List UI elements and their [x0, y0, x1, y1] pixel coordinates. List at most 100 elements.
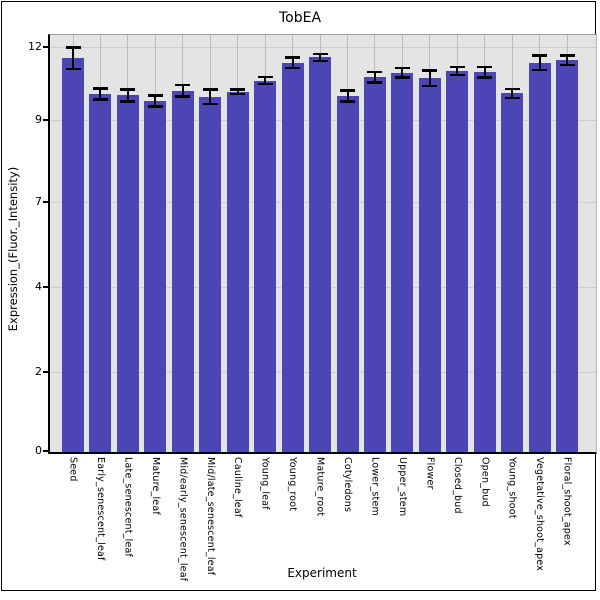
error-bar-whisker: [511, 88, 514, 99]
error-bar-whisker: [99, 88, 102, 100]
error-bar-cap-top: [120, 88, 136, 91]
bar: [226, 91, 249, 452]
error-bar-cap-bottom: [394, 76, 410, 79]
error-bar-cap-top: [422, 69, 438, 72]
error-bar-whisker: [181, 84, 184, 97]
y-tick-label: 9: [35, 113, 42, 126]
horizontal-gridline: [50, 47, 596, 48]
error-bar-cap-bottom: [120, 100, 136, 103]
error-bar-cap-top: [92, 87, 108, 90]
error-bar-cap-top: [230, 88, 246, 91]
error-bar-whisker: [566, 55, 569, 66]
error-bar-cap-bottom: [92, 98, 108, 101]
error-bar-cap-top: [340, 89, 355, 92]
x-tick-label: Open_bud: [479, 457, 491, 507]
error-bar-cap-top: [394, 66, 410, 70]
error-bar-cap-top: [449, 65, 465, 69]
error-bar-cap-bottom: [340, 100, 355, 103]
error-bar-cap-top: [477, 65, 493, 69]
error-bar-whisker: [401, 67, 404, 78]
error-bar-cap-bottom: [65, 67, 81, 71]
error-bar-whisker: [236, 89, 239, 95]
error-bar-cap-top: [559, 54, 575, 57]
bar: [89, 94, 112, 452]
y-tick-mark: [43, 450, 49, 452]
error-bar-cap-bottom: [257, 82, 273, 86]
error-bar-whisker: [346, 90, 349, 102]
bar: [556, 60, 579, 452]
error-bar-whisker: [264, 76, 267, 85]
error-bar-cap-top: [257, 75, 273, 79]
error-bar-cap-top: [532, 54, 548, 57]
x-tick-label: Late_senescent_leaf: [122, 457, 134, 558]
x-tick-label: Flower: [424, 457, 436, 490]
error-bar-whisker: [291, 57, 294, 69]
error-bar-cap-bottom: [147, 105, 163, 108]
x-tick-label: Mature_leaf: [149, 457, 161, 515]
error-bar-cap-top: [312, 52, 328, 56]
chart-title: TobEA: [278, 10, 322, 26]
error-bar-whisker: [373, 71, 376, 83]
error-bar-whisker: [319, 53, 322, 62]
y-tick-mark: [43, 119, 49, 121]
bar: [418, 78, 441, 452]
bar: [144, 100, 167, 452]
error-bar-cap-bottom: [532, 68, 548, 72]
error-bar-cap-bottom: [312, 59, 328, 63]
x-tick-label: Lower_stem: [369, 457, 381, 516]
bar: [336, 96, 359, 452]
bar: [199, 96, 222, 452]
x-tick-label: Young_shoot: [506, 457, 518, 519]
error-bar-cap-bottom: [367, 81, 383, 84]
bar: [254, 80, 277, 452]
x-tick-label: Early_senescent_leaf: [94, 457, 106, 561]
x-tick-label: Seed: [67, 457, 79, 482]
y-tick-label: 4: [35, 280, 42, 293]
bar: [62, 58, 84, 452]
error-bar-whisker: [126, 89, 129, 102]
error-bar-cap-top: [285, 56, 301, 59]
error-bar-cap-bottom: [202, 102, 218, 106]
y-tick-label: 2: [35, 365, 42, 378]
y-tick-label: 0: [35, 444, 42, 457]
x-tick-label: Floral_shoot_apex: [561, 457, 573, 546]
x-tick-label: Mid/late_senescent_leaf: [204, 457, 216, 576]
bar: [116, 95, 139, 452]
x-tick-label: Mid/early_senescent_leaf: [177, 457, 189, 582]
bar: [446, 70, 469, 452]
x-tick-label: Upper_stem: [396, 457, 408, 517]
error-bar-cap-bottom: [230, 92, 246, 96]
y-tick-mark: [43, 286, 49, 288]
y-tick-mark: [43, 46, 49, 48]
error-bar-cap-bottom: [504, 96, 520, 100]
error-bar-whisker: [209, 89, 212, 105]
x-tick-label: Cotyledons: [342, 457, 353, 513]
bar: [363, 77, 386, 452]
x-tick-label: Closed_bud: [451, 457, 463, 514]
bar: [528, 62, 551, 452]
error-bar-cap-top: [202, 88, 218, 91]
error-bar-whisker: [538, 55, 541, 71]
error-bar-cap-bottom: [449, 73, 465, 77]
bar: [501, 93, 524, 452]
error-bar-cap-top: [367, 70, 383, 74]
error-bar-cap-top: [504, 87, 520, 91]
error-bar-whisker: [456, 66, 459, 76]
x-tick-label: Vegetative_shoot_apex: [534, 457, 546, 572]
error-bar-cap-bottom: [559, 63, 575, 67]
bar: [281, 62, 304, 452]
error-bar-cap-bottom: [422, 84, 438, 88]
y-tick-mark: [43, 371, 49, 373]
error-bar-cap-top: [147, 94, 163, 97]
error-bar-cap-bottom: [175, 95, 191, 98]
error-bar-cap-bottom: [477, 76, 493, 79]
bar: [391, 72, 414, 452]
error-bar-whisker: [154, 95, 157, 107]
bar: [473, 72, 496, 452]
bar: [309, 57, 332, 452]
error-bar-cap-top: [65, 46, 81, 49]
error-bar-cap-bottom: [285, 66, 301, 70]
error-bar-whisker: [483, 66, 486, 78]
error-bar-whisker: [72, 47, 74, 70]
